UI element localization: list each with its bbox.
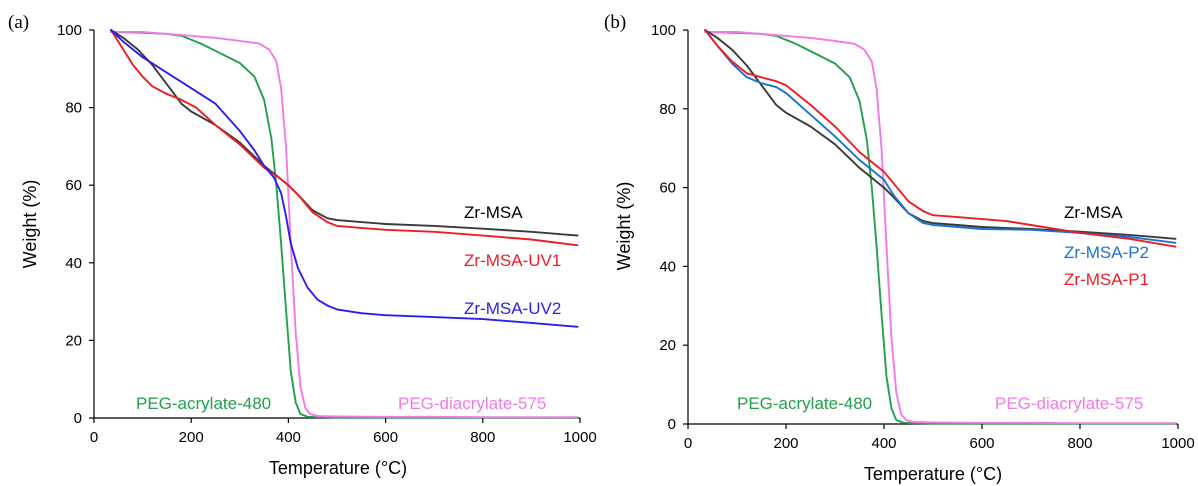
annotation-zr-msa-uv2-a: Zr-MSA-UV2 bbox=[464, 299, 561, 318]
x-axis-label-a: Temperature (°C) bbox=[269, 458, 407, 478]
axis-ticks-b: 0 200 400 600 800 1000 0 20 40 60 80 100 bbox=[651, 22, 1195, 452]
x-tick-label-b-400: 400 bbox=[871, 435, 896, 452]
y-tick-label-b-40: 40 bbox=[659, 258, 676, 275]
plot-frame-b bbox=[687, 30, 1178, 425]
annotation-peg-acrylate-a: PEG-acrylate-480 bbox=[136, 394, 271, 413]
y-tick-label-a-80: 80 bbox=[65, 100, 82, 117]
y-axis-label-b: Weight (%) bbox=[614, 182, 634, 271]
y-tick-label-a-0: 0 bbox=[74, 410, 82, 427]
series-line-zr-msa-uv1-a bbox=[110, 29, 579, 247]
annotation-zr-msa-uv1-a: Zr-MSA-UV1 bbox=[464, 251, 561, 270]
series-line-peg-diacrylate-575-a bbox=[110, 30, 579, 419]
annotation-zr-msa-a: Zr-MSA bbox=[464, 203, 523, 222]
x-tick-label-b-1000: 1000 bbox=[1161, 435, 1194, 452]
y-tick-label-b-60: 60 bbox=[659, 180, 676, 197]
x-tick-label-a-800: 800 bbox=[470, 429, 495, 446]
x-tick-label-a-600: 600 bbox=[373, 429, 398, 446]
y-tick-label-a-60: 60 bbox=[65, 177, 82, 194]
series-curves-b bbox=[704, 29, 1177, 425]
y-axis-label-a: Weight (%) bbox=[20, 180, 40, 269]
series-line-zr-msa-p1-b bbox=[704, 29, 1177, 248]
x-tick-label-a-1000: 1000 bbox=[563, 429, 596, 446]
y-tick-label-b-100: 100 bbox=[651, 22, 676, 39]
series-line-peg-diacrylate-575-b bbox=[704, 31, 1177, 425]
series-line-peg-acrylate-480-b bbox=[704, 31, 1177, 425]
annotation-peg-diacrylate-a: PEG-diacrylate-575 bbox=[398, 394, 546, 413]
y-tick-label-a-40: 40 bbox=[65, 255, 82, 272]
x-tick-label-b-200: 200 bbox=[773, 435, 798, 452]
y-tick-label-b-80: 80 bbox=[659, 101, 676, 118]
chart-panel-b: (b) 0 200 400 600 800 1000 0 20 40 60 80 100 Temper… bbox=[604, 12, 1195, 484]
x-tick-label-a-200: 200 bbox=[179, 429, 204, 446]
x-tick-label-b-0: 0 bbox=[684, 435, 692, 452]
series-curves-a bbox=[110, 29, 579, 419]
x-tick-label-a-0: 0 bbox=[90, 429, 98, 446]
y-tick-label-a-20: 20 bbox=[65, 332, 82, 349]
chart-panel-a: (a) 0 200 400 600 800 1000 0 20 40 60 80 100 Temper… bbox=[8, 12, 597, 478]
y-tick-label-b-20: 20 bbox=[659, 337, 676, 354]
annotation-zr-msa-b: Zr-MSA bbox=[1064, 203, 1123, 222]
annotation-zr-msa-p2-b: Zr-MSA-P2 bbox=[1064, 243, 1149, 262]
annotation-zr-msa-p1-b: Zr-MSA-P1 bbox=[1064, 270, 1149, 289]
y-tick-label-a-100: 100 bbox=[57, 22, 82, 39]
annotation-peg-acrylate-b: PEG-acrylate-480 bbox=[737, 394, 872, 413]
series-line-zr-msa-p2-b bbox=[704, 29, 1177, 244]
y-tick-label-b-0: 0 bbox=[668, 416, 676, 433]
annotation-peg-diacrylate-b: PEG-diacrylate-575 bbox=[995, 394, 1143, 413]
plot-frame-a bbox=[93, 30, 580, 419]
x-axis-label-b: Temperature (°C) bbox=[864, 464, 1002, 484]
x-tick-label-b-800: 800 bbox=[1067, 435, 1092, 452]
panel-label-a: (a) bbox=[8, 12, 29, 33]
series-line-zr-msa-uv2-a bbox=[110, 29, 579, 328]
x-tick-label-b-600: 600 bbox=[969, 435, 994, 452]
series-line-peg-acrylate-480-a bbox=[110, 30, 579, 419]
panel-label-b: (b) bbox=[604, 12, 626, 33]
axis-ticks-a: 0 200 400 600 800 1000 0 20 40 60 80 100 bbox=[57, 22, 597, 446]
x-tick-label-a-400: 400 bbox=[276, 429, 301, 446]
